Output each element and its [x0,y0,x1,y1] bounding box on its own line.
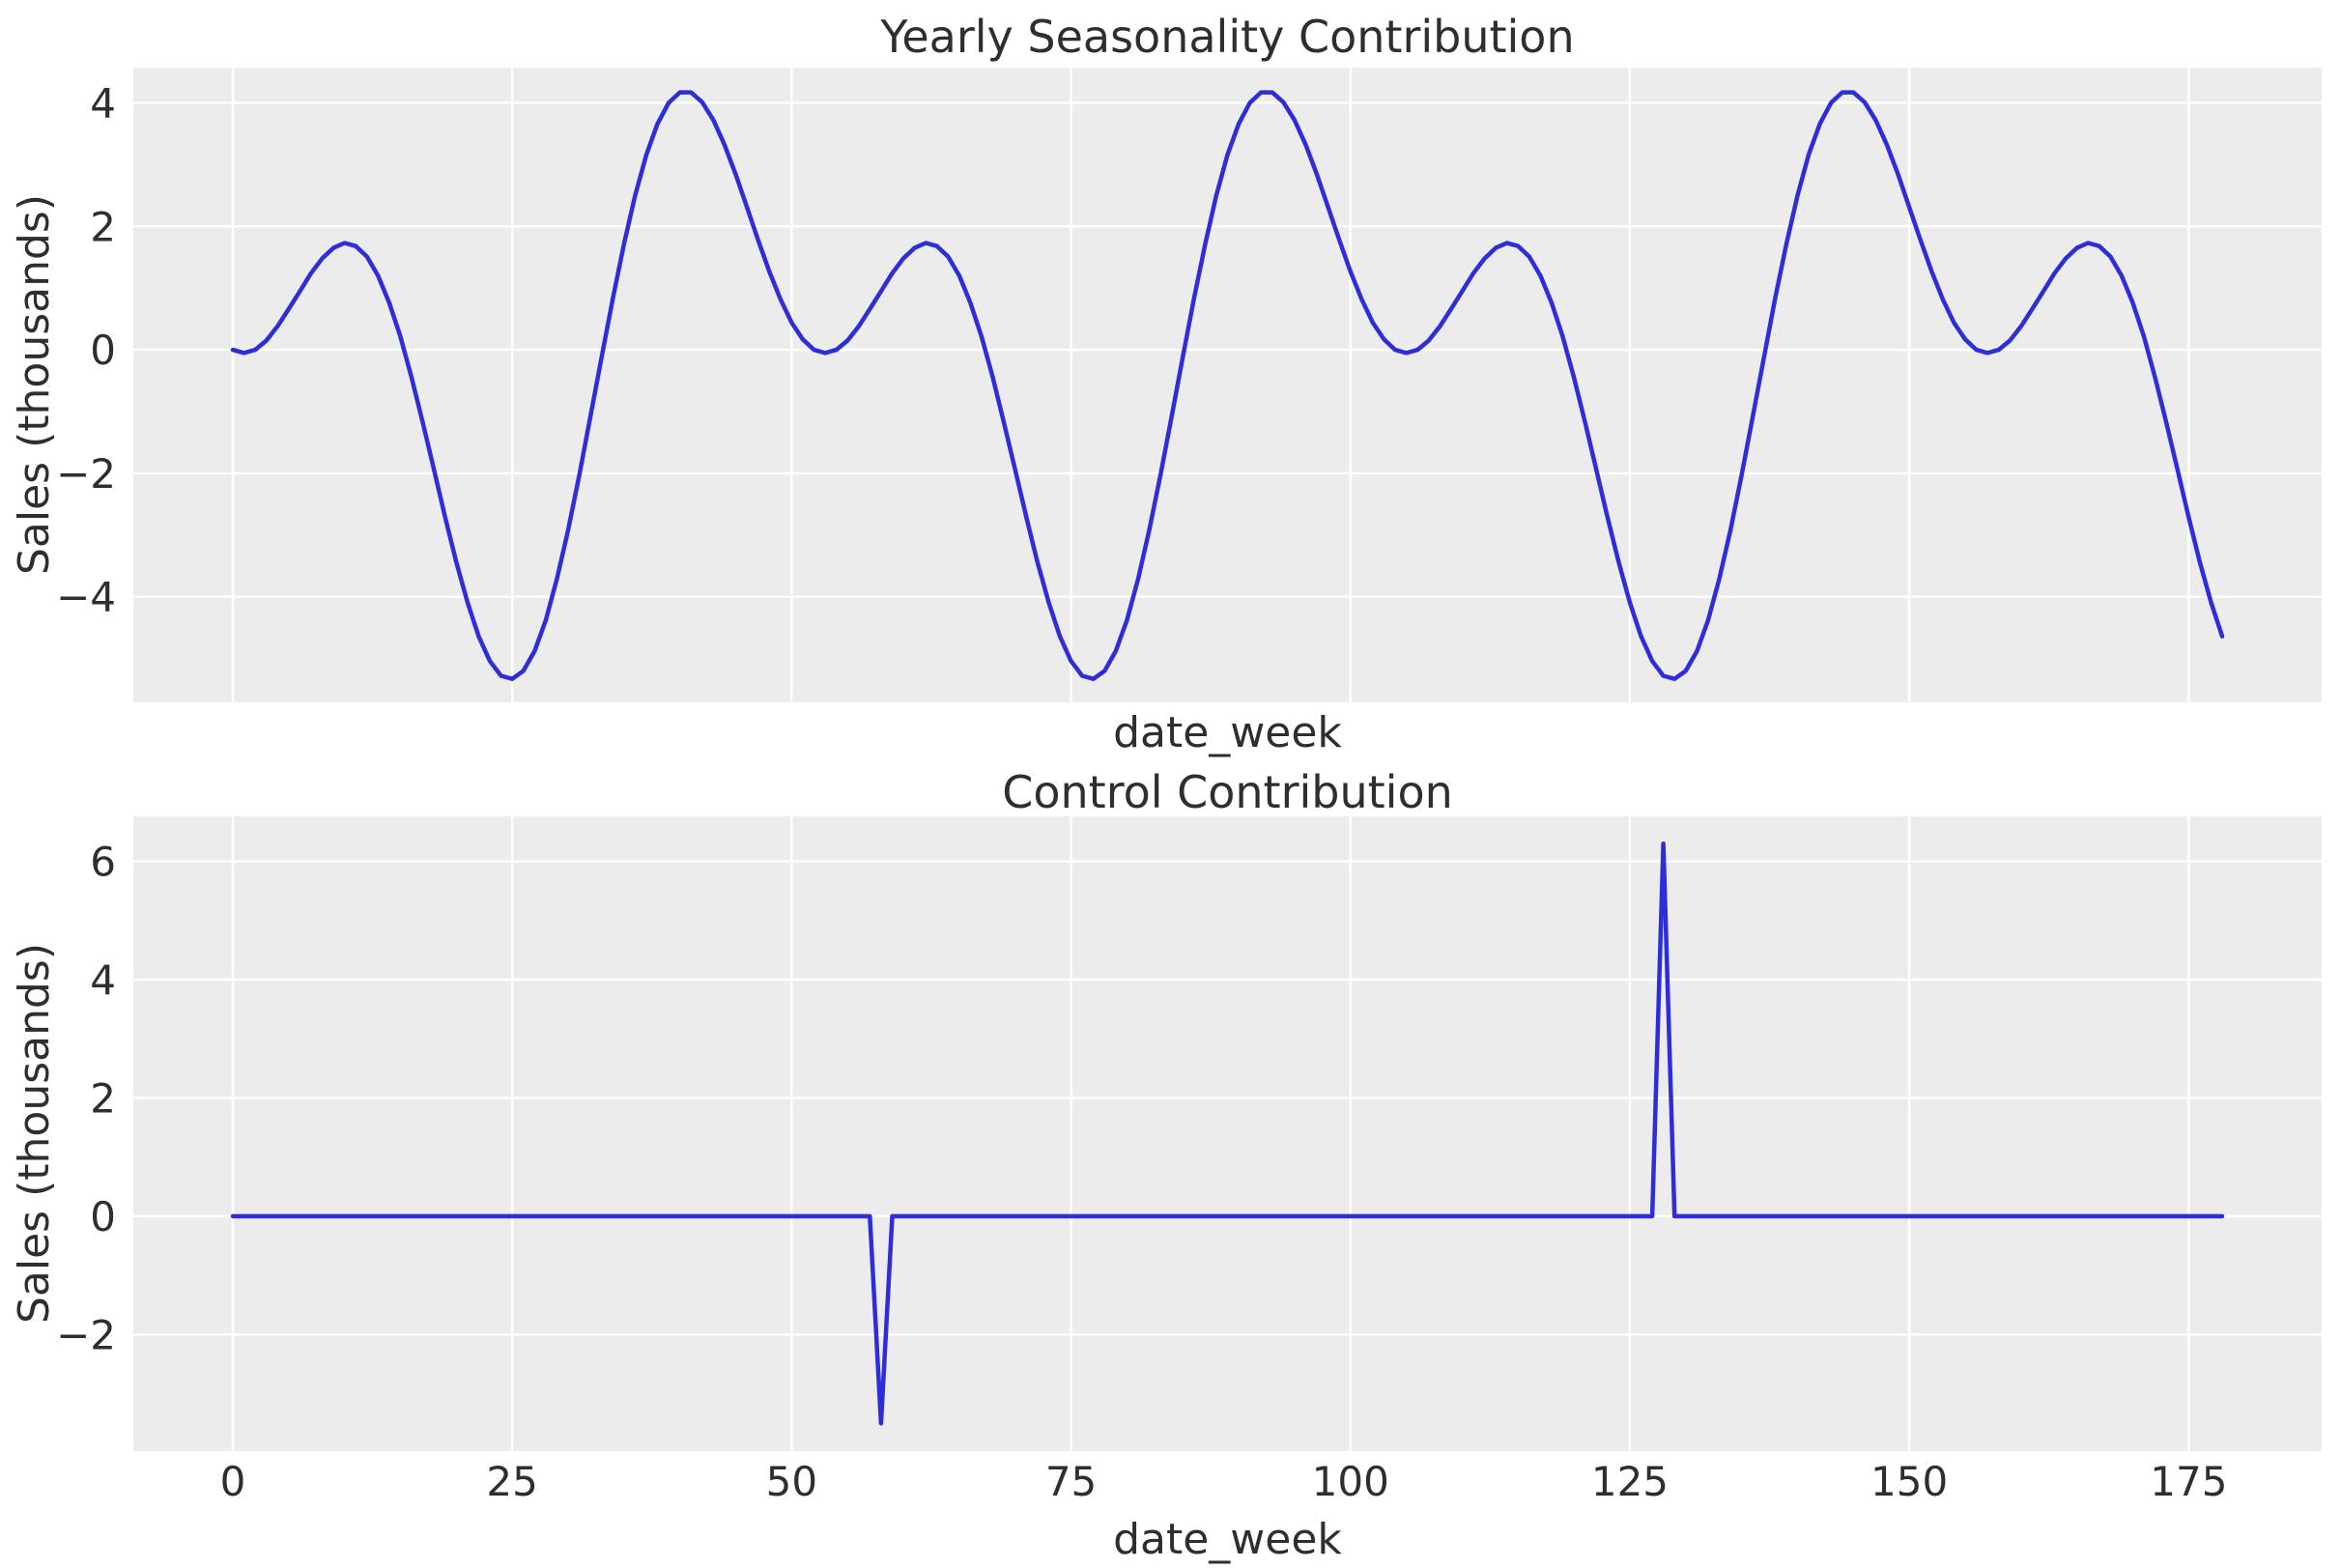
panel-control: 6 4 2 0 −2 0 25 50 75 100 125 150 175 [56,816,2322,1505]
y-tick-label: −4 [56,574,116,621]
y-tick-label: 6 [90,839,116,886]
y-tick-label: 4 [90,956,116,1004]
y-tick-label: −2 [56,1311,116,1358]
y-tick-label: 2 [90,203,116,250]
x-tick-label: 100 [1312,1458,1389,1505]
bottom-chart-title: Control Contribution [1002,766,1453,818]
y-tick-label: 0 [90,1193,116,1240]
y-tick-label: −2 [56,450,116,498]
seasonality-line [230,90,2225,681]
x-tick-label: 75 [1045,1458,1097,1505]
x-tick-label: 150 [1870,1458,1948,1505]
x-tick-label: 125 [1591,1458,1669,1505]
x-tick-label: 50 [766,1458,817,1505]
control-line [230,841,2225,1426]
bottom-chart-ylabel: Sales (thousands) [10,942,59,1325]
top-chart-xlabel: date_week [1113,708,1342,757]
panel-seasonality: 4 2 0 −2 −4 [56,68,2322,702]
x-tick-label: 25 [486,1458,537,1505]
y-tick-label: 0 [90,327,116,374]
top-chart-title: Yearly Seasonality Contribution [880,11,1575,63]
top-chart-ylabel: Sales (thousands) [10,193,59,576]
y-tick-label: 2 [90,1074,116,1122]
plot-area [133,816,2322,1451]
x-tick-label: 175 [2150,1458,2227,1505]
y-tick-label: 4 [90,79,116,127]
x-tick-label: 0 [220,1458,246,1505]
bottom-chart-xlabel: date_week [1113,1515,1342,1564]
